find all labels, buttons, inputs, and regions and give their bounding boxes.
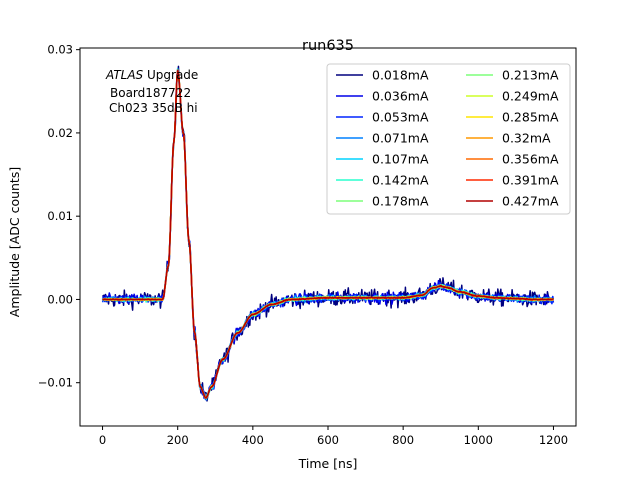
- legend-label: 0.391mA: [502, 173, 559, 188]
- x-tick-label: 600: [317, 433, 339, 447]
- x-tick-label: 200: [167, 433, 189, 447]
- y-axis-label: Amplitude [ADC counts]: [7, 167, 22, 317]
- chart-title: run635: [302, 38, 354, 54]
- legend-label: 0.213mA: [502, 68, 559, 83]
- legend-label: 0.053mA: [372, 110, 429, 125]
- legend-label: 0.32mA: [502, 131, 551, 146]
- y-axis: −0.01 0.00 0.01 0.02 0.03: [38, 43, 80, 390]
- annotation-italic: ATLAS: [105, 68, 144, 82]
- atlas-annotation: ATLAS Upgrade Board187722 Ch023 35dB hi: [105, 68, 198, 115]
- legend: 0.018mA 0.036mA 0.053mA 0.071mA 0.107mA 0.142…: [326, 63, 571, 215]
- x-tick-label: 400: [242, 433, 264, 447]
- series-line: [102, 69, 554, 399]
- x-tick-label: 0: [99, 433, 106, 447]
- legend-label: 0.285mA: [502, 110, 559, 125]
- legend-frame: [326, 63, 571, 215]
- x-tick-label: 1200: [539, 433, 568, 447]
- x-tick-label: 1000: [464, 433, 493, 447]
- annotation-channel: Ch023 35dB hi: [109, 101, 198, 115]
- legend-label: 0.142mA: [372, 173, 429, 188]
- legend-label: 0.356mA: [502, 152, 559, 167]
- annotation-rest: Upgrade: [143, 68, 198, 82]
- legend-label: 0.036mA: [372, 89, 429, 104]
- legend-label: 0.178mA: [372, 194, 429, 209]
- legend-label: 0.427mA: [502, 194, 559, 209]
- legend-label: 0.107mA: [372, 152, 429, 167]
- y-tick-label: 0.01: [47, 209, 73, 223]
- legend-label: 0.071mA: [372, 131, 429, 146]
- y-tick-label: 0.03: [47, 43, 73, 57]
- y-tick-label: 0.00: [47, 292, 73, 306]
- legend-label: 0.018mA: [372, 68, 429, 83]
- series-layer: [101, 65, 555, 402]
- y-tick-label: 0.02: [47, 126, 73, 140]
- x-axis-label: Time [ns]: [298, 456, 358, 471]
- annotation-board: Board187722: [110, 86, 191, 100]
- x-axis: 0 200 400 600 800 1000 1200: [99, 426, 568, 447]
- x-tick-label: 800: [392, 433, 414, 447]
- y-tick-label: −0.01: [38, 376, 73, 390]
- legend-label: 0.249mA: [502, 89, 559, 104]
- svg-text:ATLAS Upgrade: ATLAS Upgrade: [105, 68, 198, 82]
